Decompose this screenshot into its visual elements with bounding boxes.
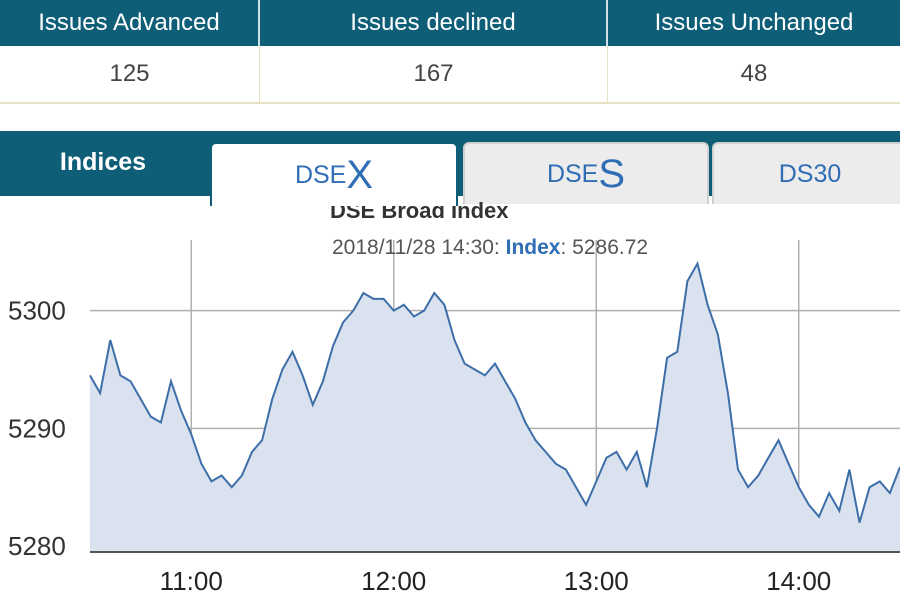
tab-dses-suffix: S (598, 151, 626, 196)
header-issues-advanced: Issues Advanced (0, 0, 260, 46)
tab-dses[interactable]: DSE S (463, 142, 709, 204)
tab-dsex-prefix: DSE (294, 160, 347, 189)
x-tick-label: 11:00 (160, 566, 223, 596)
x-tick-label: 14:00 (766, 566, 831, 596)
indices-label: Indices (59, 147, 147, 176)
x-tick-labels: 11:00 12:00 13:00 14:00 (160, 566, 832, 596)
series-line (89, 260, 900, 523)
chart-tooltip: 2018/11/28 14:30: Index: 5286.72 (332, 236, 648, 260)
tab-dsex[interactable]: DSE X (210, 142, 458, 206)
series-area (90, 263, 900, 552)
tooltip-datetime: 2018/11/28 14:30: (332, 236, 500, 259)
stats-header-row: Issues Advanced Issues declined Issues U… (0, 0, 900, 46)
value-issues-advanced: 125 (0, 46, 260, 102)
market-stats-table: Issues Advanced Issues declined Issues U… (0, 0, 900, 104)
tooltip-key: Index (505, 236, 561, 259)
header-issues-unchanged: Issues Unchanged (654, 9, 854, 36)
value-issues-unchanged: 48 (740, 60, 768, 87)
x-tick-label: 12:00 (361, 566, 426, 596)
tooltip-value: 5286.72 (572, 236, 649, 259)
x-tick-label: 13:00 (564, 566, 629, 596)
header-issues-declined: Issues declined (260, 0, 608, 46)
index-tabs: Indices DSE X DSE S DS30 (0, 131, 900, 206)
y-tick-label: 5290 (8, 413, 66, 443)
stats-value-row: 125 167 48 (0, 46, 900, 104)
value-issues-declined: 167 (260, 46, 608, 102)
tab-dses-prefix: DSE (546, 159, 599, 188)
tab-ds30[interactable]: DS30 (712, 142, 900, 204)
y-tick-label: 5280 (8, 531, 66, 561)
tooltip-sep: : (560, 236, 567, 259)
tab-dsex-suffix: X (346, 152, 374, 197)
y-tick-labels: 5280 5290 5300 (8, 296, 66, 561)
y-tick-label: 5300 (8, 296, 66, 326)
